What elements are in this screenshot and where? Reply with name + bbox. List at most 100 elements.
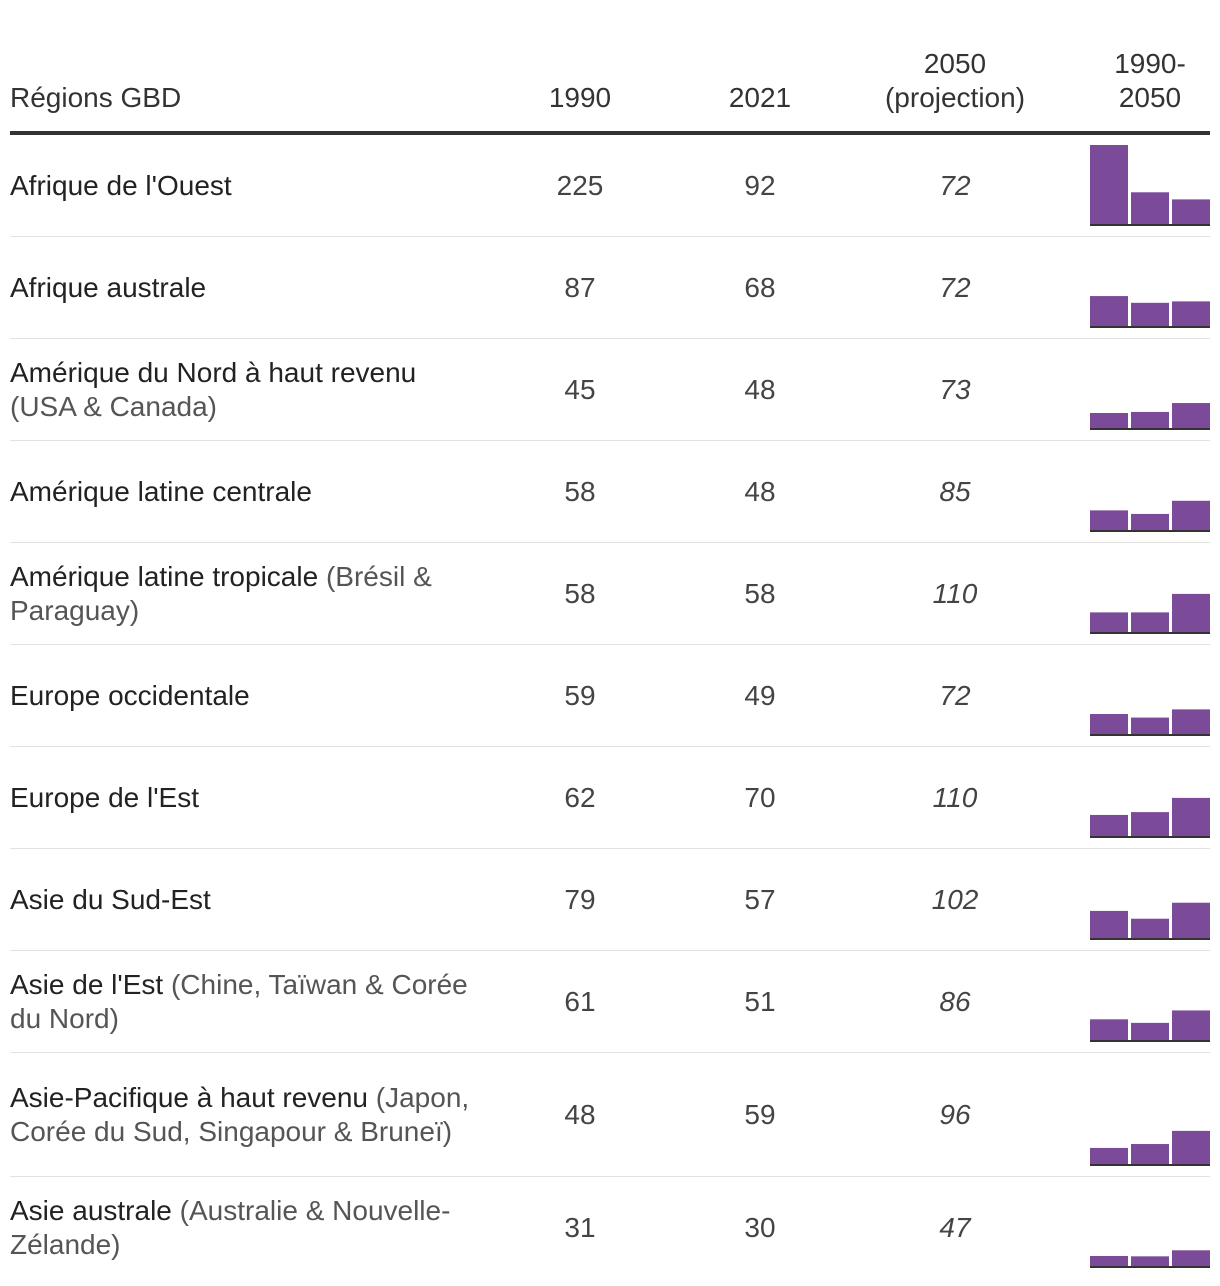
sparkline	[1090, 403, 1210, 430]
value-2050: 73	[939, 373, 971, 405]
sparkline	[1090, 709, 1210, 736]
sparkline-bar-2050	[1172, 709, 1210, 735]
region-name: Amérique du Nord à haut revenu (USA & Ca…	[10, 356, 470, 424]
value-2021: 59	[744, 1098, 776, 1130]
region-main-label: Asie de l'Est	[10, 968, 164, 1000]
region-main-label: Europe occidentale	[10, 679, 250, 711]
sparkline-bar-1990	[1090, 612, 1128, 633]
sparkline	[1090, 500, 1210, 532]
region-name: Asie de l'Est (Chine, Taïwan & Corée du …	[10, 968, 470, 1036]
value-2050: 110	[932, 781, 978, 813]
value-2050: 102	[931, 883, 979, 915]
sparkline-bar-2021	[1131, 1022, 1169, 1041]
region-main-label: Asie australe	[10, 1194, 172, 1226]
sparkline	[1090, 1250, 1210, 1268]
region-name: Amérique latine centrale	[10, 475, 470, 509]
region-name: Asie australe (Australie & Nouvelle-Zéla…	[10, 1194, 470, 1262]
sparkline-bar-2021	[1131, 1256, 1169, 1267]
sparkline-bar-2050	[1172, 1010, 1210, 1041]
region-name: Afrique australe	[10, 271, 470, 305]
sparkline-bar-2050	[1172, 1250, 1210, 1267]
sparkline	[1090, 1130, 1210, 1166]
sparkline-bar-2050	[1172, 403, 1210, 429]
region-main-label: Amérique latine tropicale	[10, 560, 319, 592]
value-2021: 58	[744, 577, 776, 609]
value-2050: 72	[939, 679, 971, 711]
sparkline	[1090, 296, 1210, 328]
header-2050-line1: 2050	[923, 48, 987, 79]
sparkline-bar-1990	[1090, 1147, 1128, 1165]
value-2021: 48	[744, 475, 776, 507]
value-2021: 48	[744, 373, 776, 405]
value-2050: 47	[939, 1211, 971, 1243]
region-subtitle: (Brésil & Paraguay)	[10, 560, 432, 626]
sparkline-bar-1990	[1090, 1019, 1128, 1041]
header-spark-line1: 1990-	[1114, 48, 1186, 79]
value-2021: 70	[744, 781, 776, 813]
value-2021: 30	[744, 1211, 776, 1243]
sparkline-bar-1990	[1090, 145, 1128, 225]
sparkline-bar-1990	[1090, 1255, 1128, 1267]
value-1990: 61	[564, 985, 596, 1017]
sparkline-bar-2021	[1131, 717, 1169, 735]
value-1990: 45	[564, 373, 596, 405]
value-1990: 31	[564, 1211, 596, 1243]
sparkline-bar-2021	[1131, 918, 1169, 939]
value-1990: 62	[564, 781, 596, 813]
value-1990: 48	[564, 1098, 596, 1130]
sparkline	[1090, 593, 1210, 634]
region-main-label: Amérique latine centrale	[10, 475, 312, 507]
header-2050-line2: (projection)	[884, 82, 1026, 113]
sparkline-bar-2021	[1131, 302, 1169, 327]
sparkline-bar-2050	[1172, 1130, 1210, 1165]
header-2050: 2050 (projection)	[850, 47, 1060, 115]
header-region: Régions GBD	[10, 82, 182, 113]
sparkline	[1090, 797, 1210, 838]
sparkline	[1090, 902, 1210, 940]
sparkline-bar-2021	[1131, 612, 1169, 633]
sparkline-bar-2050	[1172, 500, 1210, 531]
sparkline-bar-2050	[1172, 593, 1210, 633]
header-2021: 2021	[728, 82, 792, 113]
value-1990: 225	[556, 169, 604, 201]
sparkline	[1090, 145, 1210, 226]
region-name: Asie-Pacifique à haut revenu (Japon, Cor…	[10, 1081, 470, 1149]
sparkline-bar-2021	[1131, 192, 1169, 225]
table-row: Afrique de l'Ouest 225 92 72	[10, 135, 1210, 237]
region-main-label: Afrique australe	[10, 271, 207, 303]
region-subtitle: (Australie & Nouvelle-Zélande)	[10, 1194, 451, 1260]
sparkline	[1090, 1010, 1210, 1042]
sparkline-bar-2021	[1131, 411, 1169, 429]
sparkline-bar-2050	[1172, 199, 1210, 225]
sparkline-bar-1990	[1090, 296, 1128, 327]
table-row: Europe occidentale 59 49 72	[10, 645, 1210, 747]
table-row: Afrique australe 87 68 72	[10, 237, 1210, 339]
table-row: Asie-Pacifique à haut revenu (Japon, Cor…	[10, 1053, 1210, 1177]
value-2050: 110	[932, 577, 978, 609]
sparkline-bar-2021	[1131, 812, 1169, 837]
sparkline-bar-1990	[1090, 910, 1128, 939]
header-sparkline: 1990- 2050	[1090, 47, 1210, 115]
region-name: Europe de l'Est	[10, 781, 470, 815]
region-main-label: Asie-Pacifique à haut revenu	[10, 1081, 368, 1113]
sparkline-bar-2021	[1131, 1144, 1169, 1165]
region-subtitle: (USA & Canada)	[10, 390, 217, 422]
table-row: Asie de l'Est (Chine, Taïwan & Corée du …	[10, 951, 1210, 1053]
region-subtitle: (Japon, Corée du Sud, Singapour & Bruneï…	[10, 1081, 470, 1147]
region-main-label: Amérique du Nord à haut revenu	[10, 356, 417, 388]
value-1990: 79	[564, 883, 596, 915]
value-1990: 87	[564, 271, 596, 303]
region-main-label: Asie du Sud-Est	[10, 883, 211, 915]
table-row: Amérique du Nord à haut revenu (USA & Ca…	[10, 339, 1210, 441]
region-name: Afrique de l'Ouest	[10, 169, 470, 203]
header-1990: 1990	[548, 82, 612, 113]
value-2050: 96	[939, 1098, 971, 1130]
sparkline-bar-2050	[1172, 797, 1210, 837]
table-row: Europe de l'Est 62 70 110	[10, 747, 1210, 849]
value-2050: 86	[939, 985, 971, 1017]
region-name: Amérique latine tropicale (Brésil & Para…	[10, 560, 470, 628]
region-name: Asie du Sud-Est	[10, 883, 470, 917]
table-row: Amérique latine tropicale (Brésil & Para…	[10, 543, 1210, 645]
value-2021: 68	[744, 271, 776, 303]
sparkline-bar-1990	[1090, 714, 1128, 735]
